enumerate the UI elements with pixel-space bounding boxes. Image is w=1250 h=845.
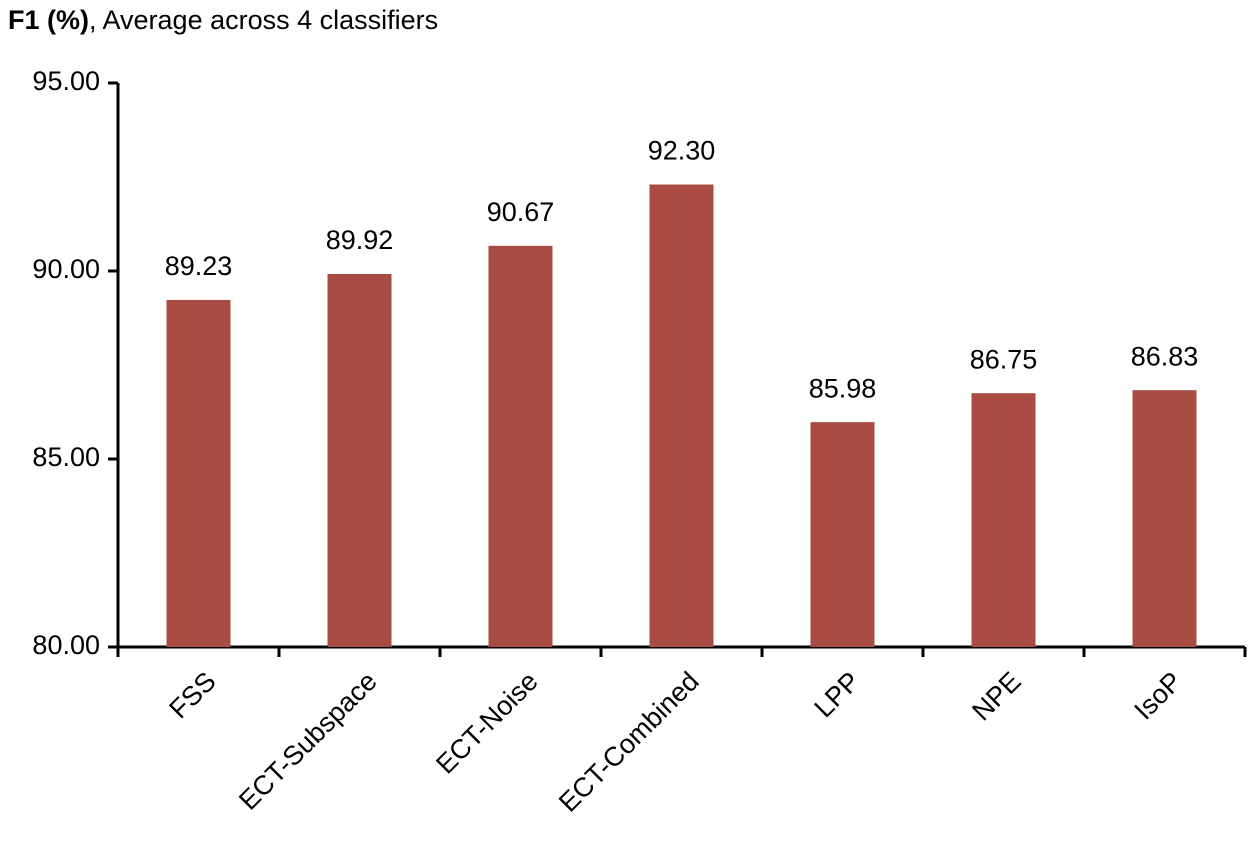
bar	[327, 274, 392, 647]
x-tick-label: FSS	[163, 666, 221, 724]
bar	[488, 245, 553, 648]
value-label: 86.83	[1131, 341, 1199, 371]
bar	[1132, 390, 1197, 647]
y-tick-label: 95.00	[32, 66, 100, 96]
bar	[810, 422, 875, 647]
value-label: 92.30	[648, 136, 716, 166]
y-tick-label: 80.00	[32, 630, 100, 660]
value-label: 85.98	[809, 373, 877, 403]
value-label: 86.75	[970, 344, 1038, 374]
x-tick-label: LPP	[808, 666, 865, 723]
title-rest: , Average across 4 classifiers	[89, 5, 438, 35]
x-tick-label: ECT-Subspace	[233, 666, 383, 816]
x-tick-label: NPE	[966, 666, 1026, 726]
value-label: 89.92	[326, 225, 394, 255]
x-tick-label: ECT-Combined	[553, 666, 705, 818]
title-bold: F1 (%)	[8, 5, 89, 35]
bar	[971, 393, 1036, 647]
value-label: 89.23	[165, 251, 233, 281]
x-tick-label: IsoP	[1128, 666, 1187, 725]
bar	[166, 299, 231, 647]
x-tick-label: ECT-Noise	[430, 666, 544, 780]
y-tick-label: 85.00	[32, 442, 100, 472]
value-label: 90.67	[487, 197, 555, 227]
y-tick-label: 90.00	[32, 254, 100, 284]
chart-title: F1 (%), Average across 4 classifiers	[8, 5, 438, 35]
bar	[649, 184, 714, 647]
